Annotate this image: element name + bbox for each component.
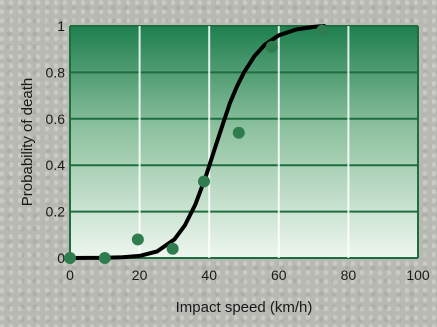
- plot-area: [70, 26, 418, 258]
- data-point: [131, 233, 144, 246]
- data-point: [166, 242, 179, 255]
- y-tick-label: 0: [57, 250, 65, 266]
- data-points: [64, 24, 329, 264]
- data-point: [98, 252, 111, 264]
- data-point: [64, 252, 76, 264]
- data-point: [197, 175, 210, 188]
- data-point: [316, 24, 329, 37]
- y-tick-label: 0.4: [46, 157, 66, 173]
- x-tick-label: 60: [271, 267, 287, 283]
- y-tick-label: 0.2: [46, 204, 66, 220]
- x-tick-label: 80: [341, 267, 357, 283]
- x-tick-label: 0: [66, 267, 74, 283]
- y-tick-label: 0.6: [46, 111, 66, 127]
- data-point: [265, 40, 278, 53]
- x-tick-label: 40: [201, 267, 217, 283]
- tick-labels: 0 0.2 0.4 0.6 0.8 1 0 20 40 60 80 100: [46, 18, 430, 283]
- data-point: [232, 126, 245, 139]
- y-tick-label: 0.8: [46, 64, 66, 80]
- x-axis-title: Impact speed (km/h): [176, 299, 313, 316]
- y-tick-label: 1: [57, 18, 65, 34]
- y-axis-title: Probability of death: [19, 78, 36, 206]
- sigmoid-curve: [68, 24, 326, 260]
- x-tick-label: 100: [406, 267, 430, 283]
- x-tick-label: 20: [132, 267, 148, 283]
